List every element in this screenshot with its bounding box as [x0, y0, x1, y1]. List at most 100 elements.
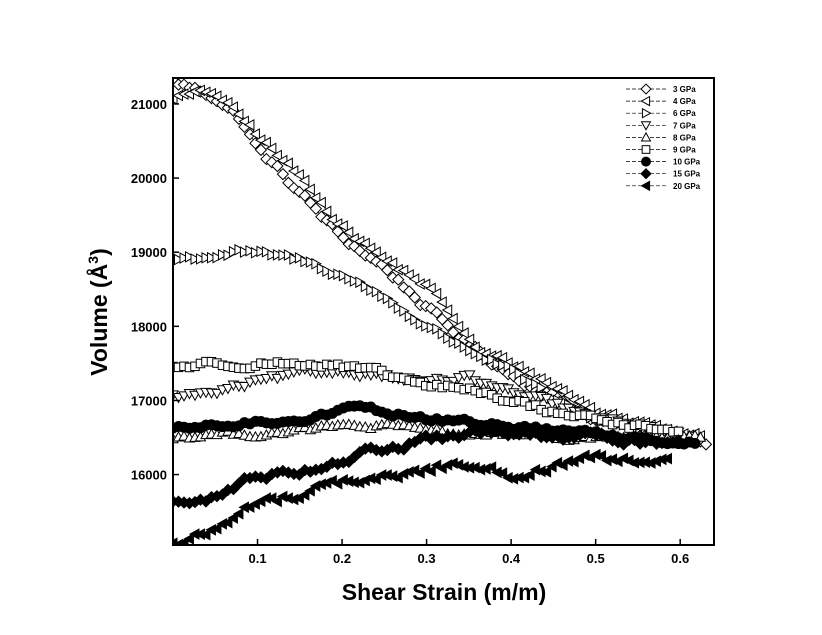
data-point: [228, 245, 240, 258]
series-6-gpa: [173, 243, 685, 440]
data-point: [432, 323, 443, 335]
legend-marker: [640, 131, 652, 142]
data-point: [481, 354, 493, 366]
legend-marker: [641, 107, 652, 119]
data-point: [337, 220, 348, 232]
data-point: [221, 516, 233, 529]
data-point: [342, 226, 354, 239]
x-tick-label: 0.6: [671, 551, 689, 566]
data-point: [546, 460, 557, 473]
data-point: [557, 459, 568, 471]
data-point: [293, 168, 304, 181]
data-point: [195, 253, 207, 265]
legend-label: 10 GPa: [673, 158, 701, 167]
data-point: [414, 467, 425, 479]
data-point: [392, 471, 403, 484]
data-point: [430, 306, 443, 319]
data-point: [595, 449, 607, 462]
data-point: [337, 231, 350, 244]
data-point: [540, 466, 552, 478]
series-20-gpa: [173, 448, 673, 545]
data-point: [245, 244, 256, 257]
y-tick-label: 16000: [131, 468, 167, 483]
data-point: [485, 461, 497, 473]
data-point: [360, 280, 372, 293]
data-point: [221, 96, 233, 109]
series-layer: [173, 78, 713, 545]
data-point: [287, 165, 299, 177]
legend-label: 9 GPa: [673, 146, 696, 155]
data-point: [222, 384, 234, 395]
data-point: [179, 252, 191, 264]
legend-item-4-gpa: 4 GPa: [626, 95, 696, 107]
data-point: [469, 341, 480, 354]
y-tick-label: 17000: [131, 393, 167, 408]
data-point: [503, 360, 515, 373]
data-point: [397, 264, 409, 277]
data-point: [212, 251, 223, 264]
data-point: [393, 302, 405, 314]
data-point: [232, 507, 244, 520]
legend-marker: [640, 180, 651, 192]
legend-marker: [640, 83, 652, 95]
data-point: [298, 174, 310, 187]
data-point: [298, 489, 310, 501]
data-point: [426, 321, 438, 334]
data-point: [366, 284, 377, 297]
data-point: [459, 341, 471, 353]
data-point: [425, 282, 436, 295]
data-point: [271, 495, 282, 508]
data-point: [562, 389, 574, 402]
series-4-gpa: [173, 84, 705, 442]
legend-item-3-gpa: 3 GPa: [626, 83, 696, 95]
data-point: [447, 312, 458, 325]
data-point: [201, 251, 212, 264]
data-point: [311, 257, 322, 270]
plot-frame: [172, 77, 715, 546]
data-point: [536, 381, 548, 394]
data-point: [386, 257, 398, 269]
data-point: [223, 249, 234, 262]
data-point: [531, 378, 542, 391]
data-point: [322, 265, 333, 278]
data-point: [320, 205, 332, 218]
data-point: [272, 248, 284, 261]
data-point: [243, 119, 255, 131]
data-point: [514, 367, 526, 380]
series-15-gpa: [173, 424, 685, 510]
data-point: [421, 320, 432, 332]
data-point: [183, 533, 194, 545]
data-point: [525, 376, 537, 389]
data-point: [254, 143, 268, 157]
data-point: [375, 251, 387, 264]
data-point: [470, 347, 482, 360]
data-point: [370, 246, 381, 258]
data-point: [249, 128, 260, 140]
data-point: [184, 251, 196, 263]
x-tick-label: 0.4: [502, 551, 521, 566]
data-point: [404, 310, 416, 323]
legend-item-7-gpa: 7 GPa: [626, 121, 696, 131]
y-tick-label: 21000: [131, 97, 167, 112]
data-point: [239, 246, 251, 258]
series-line: [173, 454, 668, 545]
data-point: [661, 452, 673, 465]
data-point: [509, 363, 520, 376]
data-point: [260, 136, 271, 149]
data-point: [294, 252, 306, 264]
y-axis-title: Volume (Å3): [85, 248, 112, 376]
data-point: [261, 245, 273, 258]
data-point: [408, 291, 421, 304]
data-point: [487, 353, 498, 366]
data-point: [370, 473, 381, 486]
data-point: [496, 467, 508, 479]
legend-item-8-gpa: 8 GPa: [626, 131, 696, 142]
data-point: [199, 528, 211, 541]
data-point: [388, 296, 399, 309]
data-point: [408, 273, 420, 285]
data-point: [211, 388, 223, 400]
data-point: [496, 351, 508, 364]
series-line: [173, 249, 679, 435]
data-point: [430, 287, 442, 300]
